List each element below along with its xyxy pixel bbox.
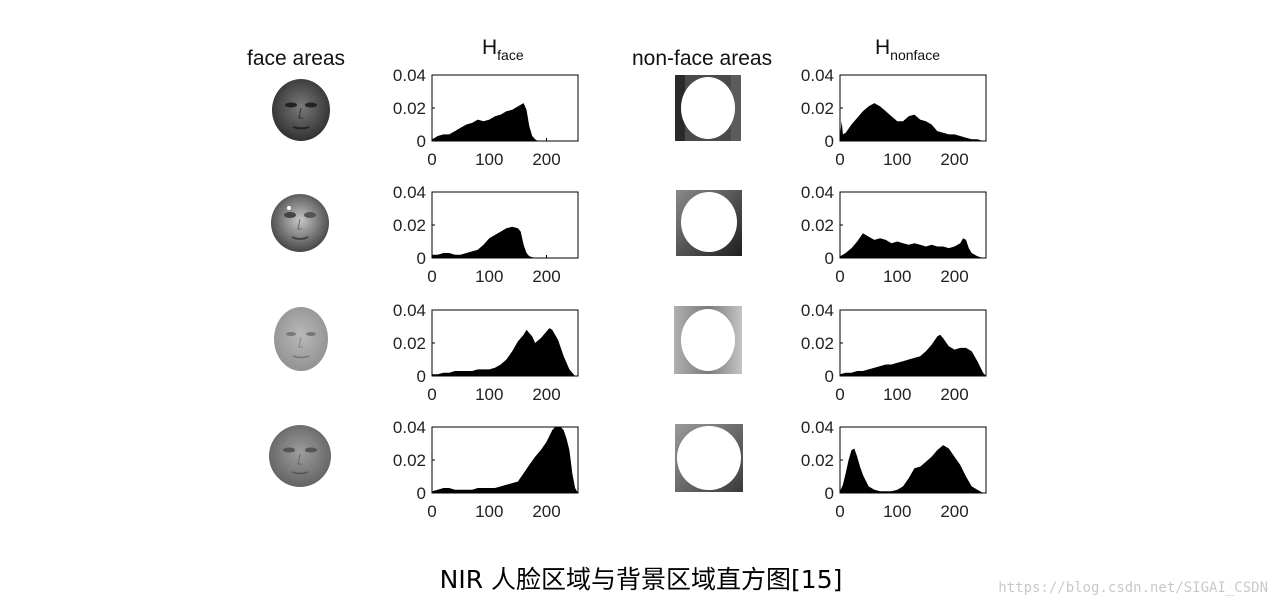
x-tick-label: 100 [883, 267, 911, 286]
header-h-nonface: Hnonface [875, 36, 940, 63]
histogram-nonface-row1: 0.04 0.02 00 100 200 [801, 66, 987, 169]
histogram-face-row1: 0.04 0.02 00 100 200 [393, 66, 579, 169]
x-tick-label: 100 [475, 267, 503, 286]
face-image-2 [271, 194, 329, 252]
histogram-area [432, 103, 578, 141]
y-tick-label: 0.02 [801, 216, 834, 235]
histogram-face-row2: 0.04 0.02 00 100 200 [393, 183, 579, 286]
x-tick-label: 200 [532, 150, 560, 169]
x-tick-label: 100 [475, 150, 503, 169]
face-image-1 [272, 79, 330, 141]
nonface-image-2 [676, 190, 742, 256]
x-tick-label: 100 [883, 385, 911, 404]
face-image-3 [274, 307, 328, 371]
x-tick-label: 200 [940, 150, 968, 169]
y-tick-label: 0 [417, 484, 426, 503]
nonface-image-3 [674, 306, 742, 374]
watermark: https://blog.csdn.net/SIGAI_CSDN [998, 580, 1268, 596]
histogram-area [432, 226, 578, 258]
y-tick-label: 0 [417, 132, 426, 151]
histogram-face-row3: 0.04 0.02 00 100 200 [393, 301, 579, 404]
y-tick-label: 0.02 [393, 451, 426, 470]
histogram-area [432, 328, 578, 376]
y-tick-label: 0.04 [801, 301, 834, 320]
face-image-4 [269, 425, 331, 487]
y-tick-label: 0.04 [801, 66, 834, 85]
x-tick-label: 0 [835, 150, 844, 169]
x-tick-label: 200 [532, 267, 560, 286]
histogram-nonface-row2: 0.04 0.02 00 100 200 [801, 183, 987, 286]
histogram-area [840, 445, 986, 493]
x-tick-label: 0 [427, 150, 436, 169]
histogram-face-row4: 0.04 0.02 00 100 200 [393, 418, 579, 521]
y-tick-label: 0.04 [801, 418, 834, 437]
y-tick-label: 0.02 [393, 334, 426, 353]
nonface-image-1 [675, 75, 741, 141]
x-tick-label: 0 [835, 502, 844, 521]
y-tick-label: 0.02 [393, 99, 426, 118]
x-tick-label: 0 [427, 267, 436, 286]
header-face-areas: face areas [247, 47, 346, 70]
header-h-nonface-base: H [875, 36, 891, 59]
x-tick-label: 0 [835, 267, 844, 286]
y-tick-label: 0.04 [393, 183, 426, 202]
histogram-area [840, 334, 986, 376]
histogram-area [840, 233, 986, 258]
histogram-nonface-row3: 0.04 0.02 00 100 200 [801, 301, 987, 404]
y-tick-label: 0.02 [801, 334, 834, 353]
x-tick-label: 0 [427, 385, 436, 404]
x-tick-label: 100 [475, 502, 503, 521]
x-tick-label: 200 [940, 502, 968, 521]
y-tick-label: 0 [825, 367, 834, 386]
header-h-face-sub: face [497, 47, 524, 63]
y-tick-label: 0 [417, 367, 426, 386]
y-tick-label: 0 [417, 249, 426, 268]
x-tick-label: 100 [475, 385, 503, 404]
y-tick-label: 0.02 [801, 451, 834, 470]
header-h-face-base: H [482, 36, 498, 59]
x-tick-label: 100 [883, 502, 911, 521]
x-tick-label: 100 [883, 150, 911, 169]
x-tick-label: 0 [427, 502, 436, 521]
y-tick-label: 0.02 [393, 216, 426, 235]
nonface-image-4 [675, 424, 743, 492]
x-tick-label: 200 [532, 502, 560, 521]
x-tick-label: 200 [532, 385, 560, 404]
y-tick-label: 0.02 [801, 99, 834, 118]
header-h-face: Hface [482, 36, 524, 63]
y-tick-label: 0 [825, 484, 834, 503]
figure-caption: NIR 人脸区域与背景区域直方图[15] [439, 565, 843, 594]
y-tick-label: 0 [825, 249, 834, 268]
y-tick-label: 0.04 [393, 418, 426, 437]
x-tick-label: 0 [835, 385, 844, 404]
y-tick-label: 0.04 [393, 66, 426, 85]
y-tick-label: 0 [825, 132, 834, 151]
histogram-nonface-row4: 0.04 0.02 00 100 200 [801, 418, 987, 521]
x-tick-label: 200 [940, 385, 968, 404]
x-tick-label: 200 [940, 267, 968, 286]
histogram-area [432, 427, 578, 493]
y-tick-label: 0.04 [801, 183, 834, 202]
histogram-area [840, 103, 986, 141]
header-non-face-areas: non-face areas [632, 47, 773, 70]
y-tick-label: 0.04 [393, 301, 426, 320]
header-h-nonface-sub: nonface [890, 47, 940, 63]
